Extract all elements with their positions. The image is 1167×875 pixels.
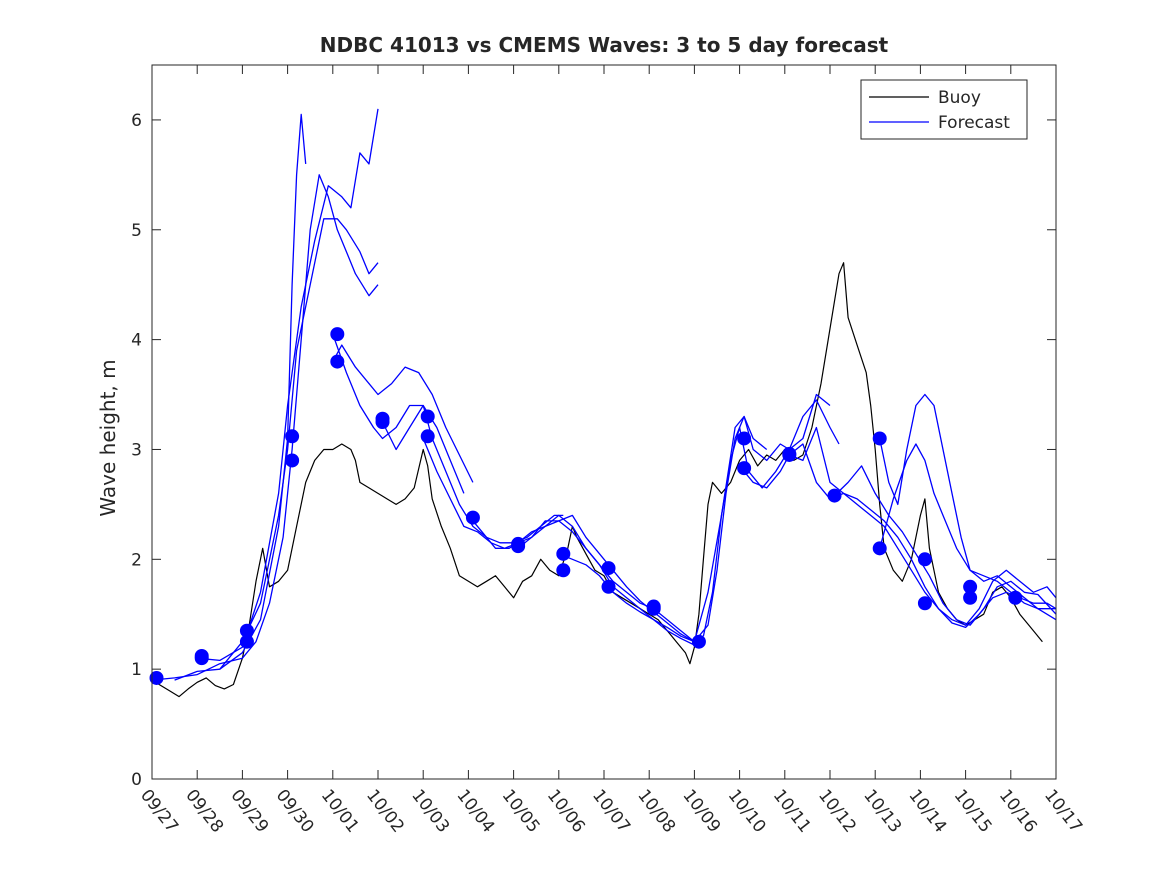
legend-box <box>860 79 1028 140</box>
forecast-marker-18 <box>601 579 616 594</box>
y-tick-label: 5 <box>131 221 142 241</box>
x-tick-label: 10/06 <box>543 786 589 837</box>
y-tick-label: 2 <box>131 550 142 570</box>
x-tick-label: 10/01 <box>317 786 363 837</box>
forecast-series-line-1 <box>151 174 379 681</box>
x-tick-label: 10/16 <box>995 786 1041 837</box>
forecast-series-line-2 <box>174 113 307 681</box>
x-tick-label: 10/10 <box>724 786 770 837</box>
forecast-marker-34 <box>1008 590 1023 605</box>
forecast-marker-2 <box>194 648 209 663</box>
forecast-series-line-12 <box>693 393 831 643</box>
legend-label-forecast: Forecast <box>938 113 1010 133</box>
forecast-series-line-10 <box>517 514 695 643</box>
forecast-marker-29 <box>872 431 887 446</box>
legend-label-buoy: Buoy <box>938 88 981 108</box>
forecast-marker-8 <box>330 327 345 342</box>
forecast-marker-4 <box>239 623 254 638</box>
forecast-marker-23 <box>737 461 752 476</box>
forecast-series-line-15 <box>789 426 1057 626</box>
forecast-marker-33 <box>963 579 978 594</box>
x-tick-label: 10/07 <box>588 786 634 837</box>
forecast-marker-11 <box>420 429 435 444</box>
forecast-marker-12 <box>420 409 435 424</box>
x-tick-label: 10/05 <box>498 786 544 837</box>
x-tick-label: 09/27 <box>136 786 182 837</box>
x-tick-label: 09/28 <box>181 786 227 837</box>
x-tick-label: 10/08 <box>633 786 679 837</box>
forecast-series-line-16 <box>834 465 1057 626</box>
y-axis-label: Wave height, m <box>96 359 120 516</box>
forecast-marker-22 <box>691 634 706 649</box>
x-tick-label: 10/17 <box>1040 786 1086 837</box>
forecast-marker-16 <box>556 563 571 578</box>
x-tick-label: 10/15 <box>950 786 996 837</box>
forecast-marker-5 <box>285 453 300 468</box>
x-tick-label: 10/03 <box>407 786 453 837</box>
forecast-series-line-4 <box>219 218 379 670</box>
y-tick-label: 4 <box>131 331 142 351</box>
forecast-marker-31 <box>917 552 932 567</box>
forecast-marker-21 <box>646 599 661 614</box>
x-tick-label: 10/04 <box>452 786 498 837</box>
y-tick-label: 3 <box>131 440 142 460</box>
forecast-series-line-6 <box>332 333 465 494</box>
forecast-marker-10 <box>375 411 390 426</box>
forecast-series-line-9 <box>467 514 695 646</box>
x-tick-label: 10/14 <box>904 786 950 837</box>
forecast-marker-19 <box>601 561 616 576</box>
x-tick-label: 09/30 <box>272 786 318 837</box>
x-tick-label: 10/11 <box>769 786 815 837</box>
forecast-marker-15 <box>511 536 526 551</box>
forecast-series-line-13 <box>702 399 840 637</box>
forecast-marker-27 <box>827 488 842 503</box>
legend: Buoy Forecast <box>860 79 1028 140</box>
x-tick-label: 10/12 <box>814 786 860 837</box>
forecast-marker-7 <box>330 354 345 369</box>
forecast-marker-26 <box>782 446 797 461</box>
x-tick-label: 10/02 <box>362 786 408 837</box>
y-tick-label: 0 <box>131 770 142 790</box>
plot-area <box>149 108 1057 698</box>
forecast-marker-13 <box>465 510 480 525</box>
x-tick-label: 10/09 <box>678 786 724 837</box>
y-tick-label: 6 <box>131 111 142 131</box>
forecast-series-line-14 <box>739 443 1057 629</box>
chart-title: NDBC 41013 vs CMEMS Waves: 3 to 5 day fo… <box>320 33 889 57</box>
forecast-marker-0 <box>149 670 164 685</box>
buoy-series-line <box>151 262 1043 698</box>
x-tick-label: 10/13 <box>859 786 905 837</box>
forecast-marker-24 <box>737 431 752 446</box>
forecast-series-line-11 <box>558 415 768 643</box>
x-tick-label: 09/29 <box>226 786 272 837</box>
forecast-marker-28 <box>872 541 887 556</box>
forecast-series-line-5 <box>332 344 474 483</box>
y-tick-label: 1 <box>131 660 142 680</box>
forecast-marker-17 <box>556 546 571 561</box>
forecast-marker-30 <box>917 596 932 611</box>
forecast-marker-6 <box>285 429 300 444</box>
